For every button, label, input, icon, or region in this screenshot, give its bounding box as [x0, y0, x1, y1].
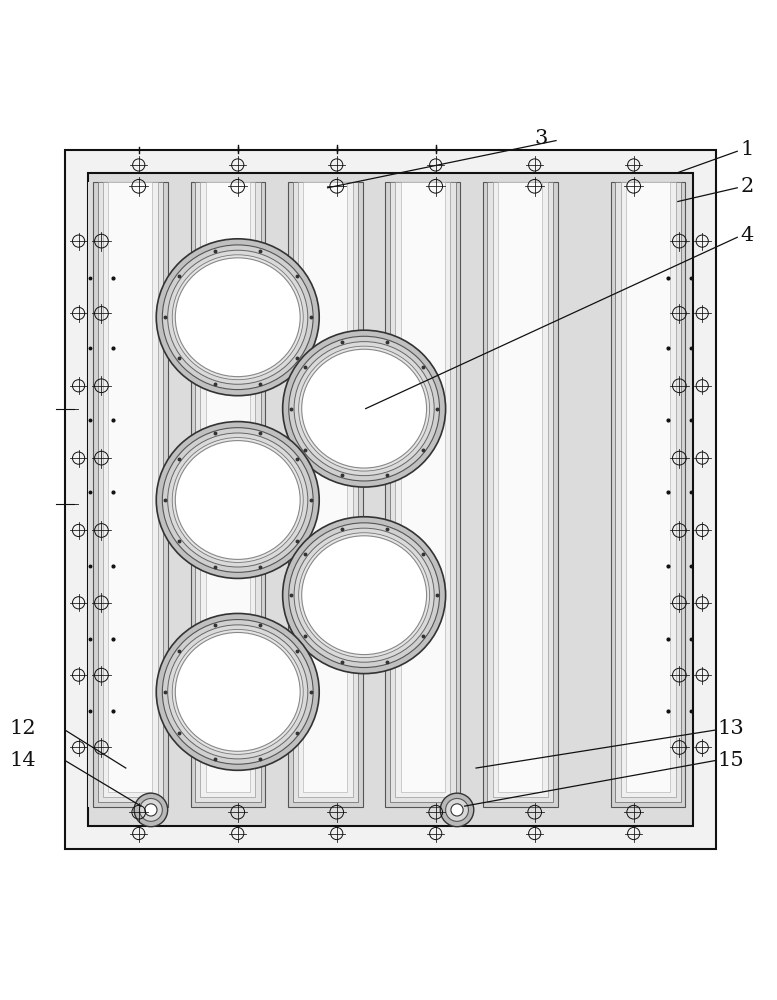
Bar [195, 182, 260, 802]
Bar [385, 182, 460, 807]
Bar [98, 182, 163, 802]
Ellipse shape [156, 239, 319, 396]
Bar [498, 182, 542, 792]
Ellipse shape [301, 349, 427, 468]
Text: 15: 15 [717, 751, 744, 770]
Bar [88, 173, 693, 826]
Circle shape [145, 804, 157, 816]
Circle shape [451, 804, 463, 816]
Bar [493, 182, 548, 797]
Ellipse shape [168, 433, 308, 567]
Bar [206, 182, 250, 792]
Ellipse shape [289, 523, 440, 668]
Bar [288, 182, 363, 807]
Text: 14: 14 [9, 751, 37, 770]
Circle shape [445, 798, 469, 821]
Ellipse shape [172, 438, 303, 562]
Circle shape [140, 798, 162, 821]
Ellipse shape [168, 250, 308, 384]
Text: 2: 2 [740, 177, 754, 196]
Bar [108, 182, 152, 792]
Bar [390, 182, 455, 802]
Ellipse shape [176, 441, 300, 559]
Ellipse shape [162, 245, 313, 390]
Bar [190, 182, 265, 807]
Ellipse shape [283, 330, 446, 487]
Bar [626, 182, 671, 792]
Bar [88, 182, 93, 807]
Bar [611, 182, 685, 807]
Ellipse shape [172, 629, 303, 754]
Bar [621, 182, 675, 797]
Ellipse shape [283, 517, 446, 674]
Ellipse shape [301, 536, 427, 655]
Ellipse shape [294, 342, 434, 476]
Text: 12: 12 [9, 719, 37, 738]
Ellipse shape [162, 620, 313, 764]
Ellipse shape [168, 625, 308, 759]
Bar [487, 182, 553, 802]
Ellipse shape [156, 422, 319, 578]
Bar [401, 182, 445, 792]
Ellipse shape [176, 632, 300, 751]
Ellipse shape [298, 346, 430, 471]
Bar [298, 182, 353, 797]
Bar [615, 182, 681, 802]
Ellipse shape [298, 533, 430, 658]
Text: 13: 13 [717, 719, 744, 738]
Ellipse shape [172, 255, 303, 380]
Circle shape [134, 793, 168, 827]
Ellipse shape [294, 528, 434, 662]
Ellipse shape [156, 613, 319, 770]
Text: 3: 3 [534, 129, 548, 148]
Bar [200, 182, 255, 797]
Bar [303, 182, 347, 792]
Circle shape [441, 793, 474, 827]
Bar [103, 182, 158, 797]
Bar [483, 182, 558, 807]
Text: 1: 1 [740, 140, 754, 159]
Bar [293, 182, 358, 802]
Ellipse shape [162, 428, 313, 572]
Bar [395, 182, 450, 797]
Ellipse shape [289, 336, 440, 481]
Ellipse shape [176, 258, 300, 377]
Text: 4: 4 [740, 226, 754, 245]
Bar [93, 182, 168, 807]
Bar [65, 150, 716, 849]
